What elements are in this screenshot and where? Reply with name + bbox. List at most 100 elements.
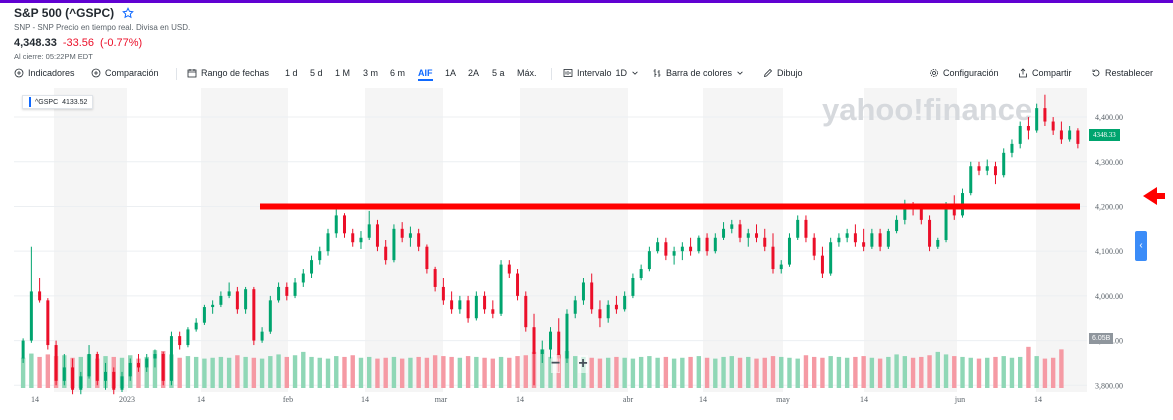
volume-bar — [202, 358, 207, 388]
volume-bar — [968, 357, 973, 388]
volume-bar — [1017, 356, 1023, 388]
candle-body — [549, 331, 552, 350]
volume-bar — [976, 358, 982, 388]
comparison-button[interactable]: Comparación — [91, 68, 159, 78]
range-1d[interactable]: 1 d — [285, 68, 298, 78]
volume-bar — [367, 356, 372, 388]
volume-bar — [886, 356, 891, 388]
volume-bar — [210, 357, 215, 388]
current-price-tag: 4348.33 — [1089, 129, 1120, 141]
bar-colors-label: Barra de colores — [666, 68, 733, 78]
legend-value: 4133.52 — [62, 98, 88, 106]
candle-body — [862, 242, 866, 247]
legend-symbol: ^GSPC — [35, 98, 59, 106]
volume-bar — [605, 357, 611, 388]
candle-body — [787, 237, 791, 265]
volume-bar — [828, 356, 833, 388]
volume-bar — [597, 358, 603, 388]
volume-bar — [820, 357, 825, 388]
candle-body — [54, 345, 58, 381]
range-5y-label: 5 a — [492, 68, 505, 78]
candle-body — [367, 224, 371, 238]
x-tick-label: abr — [623, 395, 634, 404]
range-ytd[interactable]: AIF — [418, 68, 433, 81]
candle-body — [812, 237, 816, 256]
candle-body — [919, 208, 923, 220]
candle-body — [277, 286, 281, 301]
quote-header: S&P 500 (^GSPC) SNP - SNP Precio en tiem… — [14, 6, 190, 61]
volume-bar — [375, 358, 380, 388]
zoom-in-button[interactable]: + — [578, 355, 588, 373]
range-3m[interactable]: 3 m — [363, 68, 378, 78]
volume-bar — [334, 356, 339, 388]
volume-bar — [259, 358, 265, 388]
price-chart[interactable]: yahoo!finance 4,400.004,300.004,200.004,… — [0, 88, 1173, 420]
volume-bar — [721, 356, 726, 388]
candle-body — [993, 166, 997, 176]
candle-body — [614, 304, 618, 310]
candle-body — [260, 331, 264, 341]
volume-bar — [235, 355, 240, 388]
candles — [21, 94, 1080, 395]
yahoo-finance-watermark: yahoo!finance — [822, 92, 1032, 127]
draw-label: Dibujo — [777, 68, 803, 78]
candle-body — [738, 224, 742, 238]
candle-body — [697, 237, 701, 252]
volume-bar — [746, 356, 751, 388]
candle-body — [310, 260, 314, 274]
range-2y[interactable]: 2A — [468, 68, 479, 78]
reset-button[interactable]: Restablecer — [1091, 68, 1153, 78]
volume-bar — [399, 358, 405, 388]
current-price: 4,348.33 — [14, 37, 57, 49]
range-5y[interactable]: 5 a — [492, 68, 505, 78]
interval-button[interactable]: Intervalo 1D — [563, 68, 639, 78]
candle-body — [639, 269, 643, 278]
candle-body — [647, 251, 651, 270]
volume-bar — [910, 357, 916, 388]
volume-bar — [754, 358, 759, 388]
volume-bar — [548, 356, 553, 388]
candle-body — [804, 219, 808, 238]
range-1y-label: 1A — [445, 68, 457, 78]
candle-body — [928, 219, 932, 247]
range-5d[interactable]: 5 d — [310, 68, 323, 78]
legend-chip[interactable]: ^GSPC 4133.52 — [22, 95, 94, 109]
draw-button[interactable]: Dibujo — [763, 68, 803, 78]
candle-body — [664, 242, 668, 256]
candle-body — [1035, 108, 1039, 131]
toolbar-divider — [176, 68, 177, 80]
date-range-button[interactable]: Rango de fechas — [187, 68, 269, 78]
settings-button[interactable]: Configuración — [929, 68, 999, 78]
volume-bar — [37, 356, 42, 388]
candle-body — [293, 282, 297, 296]
candle-body — [359, 237, 363, 243]
indicators-button[interactable]: Indicadores — [14, 68, 75, 78]
candle-body — [1026, 126, 1030, 131]
candle-body — [392, 228, 396, 261]
range-1y[interactable]: 1A — [445, 68, 456, 78]
volume-bar — [1026, 346, 1031, 388]
candle-body — [713, 237, 717, 252]
candle-body — [441, 286, 445, 301]
volume-bar — [1042, 358, 1048, 388]
chevron-down-icon — [632, 71, 638, 75]
calendar-icon — [187, 69, 197, 78]
star-icon[interactable] — [122, 7, 135, 19]
range-max[interactable]: Máx. — [517, 68, 537, 78]
x-tick-label: 14 — [361, 395, 369, 404]
x-tick-label: feb — [283, 395, 293, 404]
share-button[interactable]: Compartir — [1018, 68, 1072, 78]
volume-bar — [622, 357, 627, 388]
range-6m[interactable]: 6 m — [390, 68, 405, 78]
range-1d-label: 1 d — [285, 68, 298, 78]
scroll-left-button[interactable]: ‹ — [1135, 231, 1147, 261]
zoom-out-button[interactable]: − — [551, 355, 561, 373]
volume-bar — [193, 356, 199, 388]
x-tick-label: 14 — [197, 395, 205, 404]
range-1m[interactable]: 1 M — [335, 68, 350, 78]
volume-bar — [952, 356, 957, 388]
bar-colors-button[interactable]: Barra de colores — [652, 68, 744, 78]
candle-body — [590, 282, 594, 310]
month-band — [54, 88, 127, 392]
candle-body — [878, 233, 882, 247]
